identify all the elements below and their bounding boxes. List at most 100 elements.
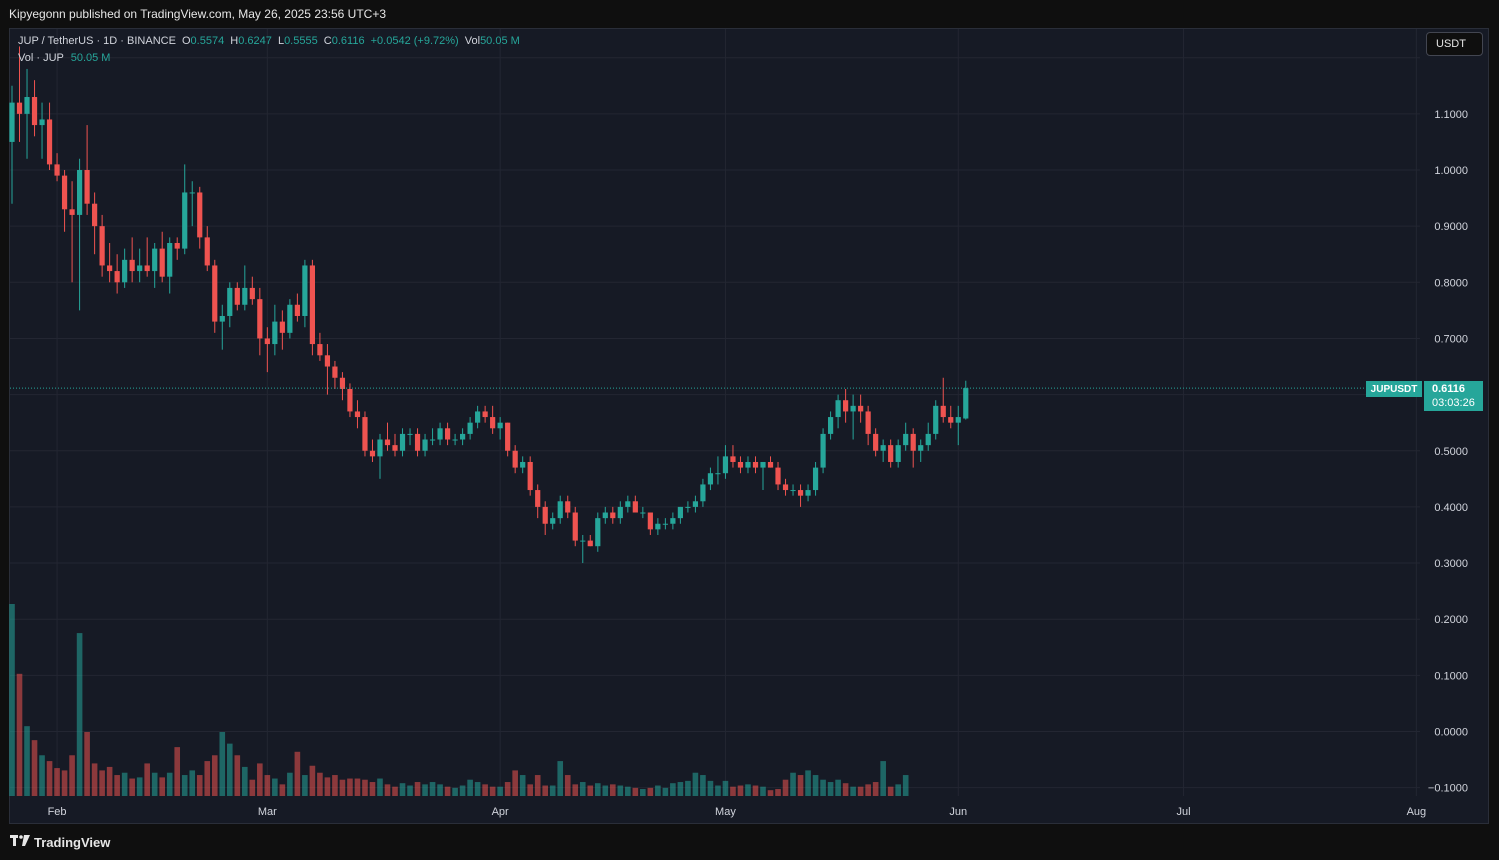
price-tick-label: 0.1000 xyxy=(1434,670,1468,682)
price-tick-label: 0.7000 xyxy=(1434,333,1468,345)
volume-bar xyxy=(805,770,811,796)
candle-body xyxy=(602,512,608,519)
volume-bar xyxy=(632,787,639,796)
volume-bar xyxy=(482,784,488,796)
time-axis-labels: Feb Mar Apr May Jun Jul Aug xyxy=(48,806,1427,818)
candle-body xyxy=(595,518,601,547)
volume-bars xyxy=(9,604,909,796)
volume-bar xyxy=(662,787,669,796)
candle-body xyxy=(159,248,165,277)
candle-body xyxy=(880,445,886,451)
legend-symbol: JUP / TetherUS · 1D · BINANCE xyxy=(18,35,176,47)
volume-bar xyxy=(887,786,894,796)
candle-body xyxy=(873,433,879,451)
volume-bar xyxy=(797,775,804,796)
candle-body xyxy=(542,506,548,524)
volume-bar xyxy=(287,772,293,796)
candle-body xyxy=(31,97,38,126)
candle-body xyxy=(888,445,894,462)
time-tick-label: Feb xyxy=(48,806,67,818)
price-axis-labels: 1.10001.00000.90000.80000.70000.60000.50… xyxy=(1428,109,1468,795)
volume-bar xyxy=(121,772,128,796)
candle-body xyxy=(625,501,631,507)
volume-bar xyxy=(715,785,721,796)
volume-bar xyxy=(91,763,98,796)
volume-bar xyxy=(452,787,458,796)
volume-bar xyxy=(902,775,909,796)
volume-bar xyxy=(196,775,203,796)
price-tick-label: −0.1000 xyxy=(1428,783,1468,795)
candle-body xyxy=(903,433,909,446)
candle-body xyxy=(512,450,518,468)
grid-lines xyxy=(10,29,1420,796)
candle-body xyxy=(820,433,826,468)
candle-body xyxy=(925,433,931,446)
candle-body xyxy=(918,445,924,451)
volume-bar xyxy=(489,786,496,796)
candle-body xyxy=(54,164,60,176)
price-tick-label: 1.0000 xyxy=(1434,165,1468,177)
candle-body xyxy=(227,287,233,316)
bar-countdown: 03:03:26 xyxy=(1432,397,1475,409)
candle-body xyxy=(617,506,623,519)
volume-bar xyxy=(767,790,774,796)
candle-body xyxy=(69,209,75,215)
volume-bar xyxy=(339,779,346,796)
volume-bar xyxy=(579,782,586,796)
candle-body xyxy=(167,242,173,277)
candle-body xyxy=(505,422,511,451)
tradingview-logo[interactable]: TradingView xyxy=(10,835,110,850)
candle-body xyxy=(677,506,683,519)
candle-body xyxy=(580,540,586,542)
candle-body xyxy=(535,490,541,507)
candle-body xyxy=(767,461,774,468)
volume-bar xyxy=(151,772,158,796)
volume-bar xyxy=(760,786,766,796)
candle-body xyxy=(497,422,503,429)
volume-bar xyxy=(257,763,263,796)
candle-body xyxy=(940,405,946,418)
price-tick-label: 0.4000 xyxy=(1434,502,1468,514)
volume-bar xyxy=(542,785,549,796)
candle-body xyxy=(137,265,143,272)
candle-body xyxy=(347,388,353,412)
candle-body xyxy=(895,445,901,462)
legend-high-value: 0.6247 xyxy=(238,35,272,47)
candle-body xyxy=(287,304,293,333)
candle-body xyxy=(152,248,158,272)
chart-frame[interactable] xyxy=(9,28,1489,824)
currency-button[interactable]: USDT xyxy=(1426,32,1483,56)
candle-body xyxy=(527,461,533,491)
volume-bar xyxy=(369,782,376,796)
price-tick-label: 1.1000 xyxy=(1434,109,1468,121)
volume-bar xyxy=(24,726,30,796)
volume-bar xyxy=(602,785,609,796)
candle-body xyxy=(399,433,406,451)
candle-body xyxy=(790,490,796,492)
candle-body xyxy=(805,490,811,496)
volume-bar xyxy=(166,772,173,796)
volume-bar xyxy=(707,780,714,796)
volume-bar xyxy=(790,772,796,796)
volume-bar xyxy=(302,775,308,796)
volume-bar xyxy=(332,775,338,796)
volume-bar xyxy=(69,755,75,796)
volume-bar xyxy=(564,775,571,796)
volume-bar xyxy=(444,786,451,796)
volume-bar xyxy=(752,785,759,796)
candle-body xyxy=(46,119,53,165)
candle-body xyxy=(422,439,428,451)
volume-bar xyxy=(782,779,789,796)
candle-body xyxy=(264,338,270,345)
candle-body xyxy=(272,321,278,345)
candle-body xyxy=(294,304,300,316)
volume-bar xyxy=(625,786,631,796)
candle-body xyxy=(948,417,954,423)
candle-body xyxy=(107,265,113,272)
volume-bar xyxy=(61,770,68,796)
candle-body xyxy=(392,445,398,451)
volume-bar xyxy=(857,786,864,796)
volume-bar xyxy=(842,783,849,796)
last-price-badge: 0.6116 03:03:26 xyxy=(1424,381,1483,411)
